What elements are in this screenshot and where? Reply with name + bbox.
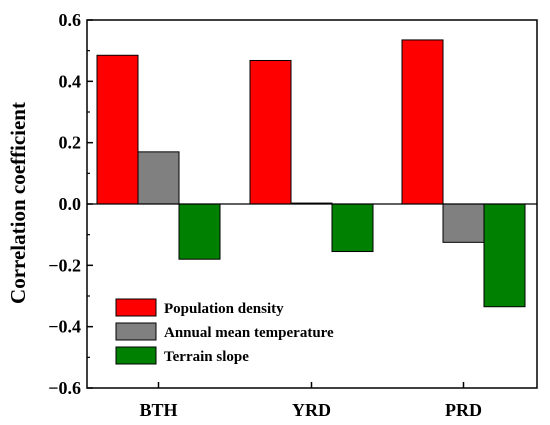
x-tick-label-prd: PRD — [445, 400, 482, 420]
bar-prd-annual-mean-temperature — [442, 203, 485, 243]
legend-swatch-annual-mean-temperature — [115, 322, 157, 341]
legend-swatch-terrain-slope — [115, 346, 157, 365]
x-tick-label-bth: BTH — [139, 400, 177, 420]
y-tick-label: −0.4 — [48, 317, 81, 337]
bar-prd-terrain-slope — [483, 203, 526, 308]
y-tick-label: 0.0 — [59, 194, 82, 214]
legend-swatch-population-density — [115, 298, 157, 317]
y-axis-title: Correlation coefficient — [6, 102, 30, 304]
axes-group: −0.6 −0.4 −0.2 0.0 0.2 0.4 0.6 BTH YRD PRD — [48, 10, 538, 420]
y-tick-label: 0.2 — [59, 133, 82, 153]
bar-bth-population-density — [96, 54, 139, 205]
y-tick-label: 0.4 — [59, 71, 82, 91]
y-tick-label: −0.2 — [48, 255, 81, 275]
bar-bth-annual-mean-temperature — [137, 151, 180, 205]
x-tick-label-yrd: YRD — [292, 400, 331, 420]
bar-yrd-population-density — [249, 59, 292, 205]
y-tick-label: 0.6 — [59, 10, 82, 30]
bar-yrd-terrain-slope — [331, 203, 374, 253]
legend-label: Terrain slope — [164, 349, 249, 365]
bar-prd-population-density — [401, 39, 444, 205]
y-tick-label: −0.6 — [48, 378, 81, 398]
legend: Population density Annual mean temperatur… — [115, 298, 334, 365]
legend-label: Population density — [164, 301, 284, 317]
legend-label: Annual mean temperature — [164, 325, 334, 341]
bar-bth-terrain-slope — [178, 203, 221, 260]
bars-group — [96, 39, 526, 308]
